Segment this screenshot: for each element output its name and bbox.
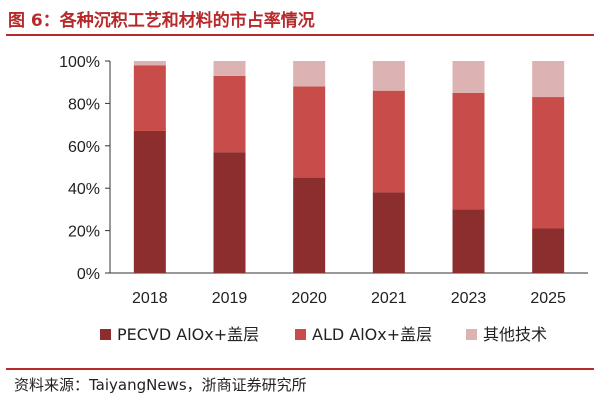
y-tick-label: 40%	[68, 181, 100, 198]
title-divider	[6, 34, 594, 36]
x-tick-label: 2021	[371, 290, 407, 307]
x-tick-label: 2019	[212, 290, 248, 307]
y-tick-label: 20%	[68, 224, 100, 241]
legend-label-2: ALD AlOx+盖层	[312, 325, 432, 344]
bar-segment-3-2020	[293, 61, 326, 87]
bar-segment-3-2018	[133, 61, 166, 66]
bar-segment-1-2025	[532, 228, 565, 273]
legend-label-3: 其他技术	[483, 325, 547, 344]
y-tick-label: 80%	[68, 96, 100, 113]
chart-tick-labels: 0% 20% 40% 60% 80% 100% 2018 2019 2020 2021 2023 20…	[59, 54, 566, 307]
bar-segment-1-2023	[452, 209, 485, 273]
chart-legend: PECVD AlOx+盖层 ALD AlOx+盖层 其他技术	[100, 325, 547, 344]
legend-swatch-1	[100, 329, 111, 340]
bar-segment-3-2023	[452, 61, 485, 93]
bar-segment-2-2019	[213, 75, 246, 153]
x-tick-label: 2018	[132, 290, 168, 307]
source-note: 资料来源：TaiyangNews，浙商证券研究所	[14, 376, 307, 394]
bar-segment-1-2021	[372, 192, 405, 273]
bar-segment-3-2025	[532, 61, 565, 98]
bar-segment-1-2020	[293, 177, 326, 273]
legend-label-1: PECVD AlOx+盖层	[117, 325, 259, 344]
bar-segment-3-2019	[213, 61, 246, 76]
x-tick-label: 2025	[530, 290, 566, 307]
source-divider	[6, 368, 594, 370]
y-tick-label: 0%	[77, 266, 100, 283]
bar-segment-2-2018	[133, 65, 166, 131]
bar-segment-2-2025	[532, 97, 565, 229]
legend-swatch-2	[295, 329, 306, 340]
x-tick-label: 2020	[291, 290, 327, 307]
x-tick-label: 2023	[451, 290, 487, 307]
chart-axes	[105, 60, 588, 274]
bar-segment-1-2018	[133, 130, 166, 273]
bar-segment-2-2023	[452, 92, 485, 210]
bar-segment-3-2021	[372, 61, 405, 91]
legend-swatch-3	[466, 329, 477, 340]
stacked-bar-chart: 0% 20% 40% 60% 80% 100% 2018 2019 2020 2021 2023 20…	[59, 54, 588, 344]
bar-segment-2-2021	[372, 90, 405, 193]
y-tick-label: 60%	[68, 139, 100, 156]
bar-segment-1-2019	[213, 152, 246, 273]
chart-bars	[133, 61, 565, 273]
chart-title: 图 6：各种沉积工艺和材料的市占率情况	[8, 11, 315, 31]
y-tick-label: 100%	[59, 54, 100, 71]
bar-segment-2-2020	[293, 86, 326, 178]
